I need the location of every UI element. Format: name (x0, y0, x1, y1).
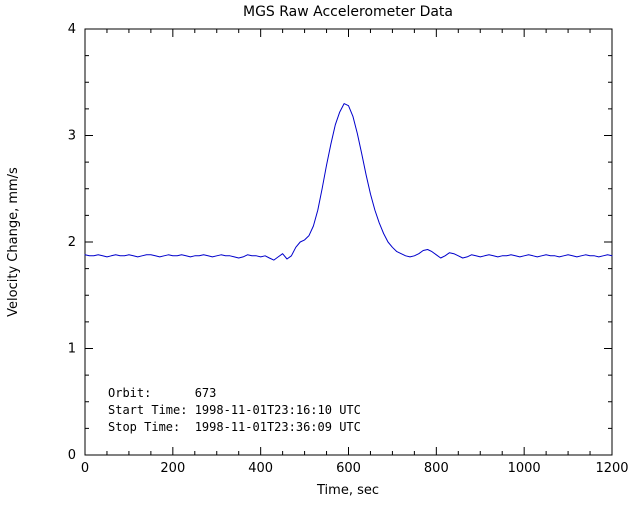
x-tick-label: 1200 (595, 461, 628, 476)
y-tick-label: 1 (68, 342, 76, 357)
x-tick-label: 600 (336, 461, 361, 476)
x-tick-label: 0 (81, 461, 89, 476)
y-tick-label: 4 (68, 22, 76, 37)
x-tick-label: 400 (248, 461, 273, 476)
y-tick-label: 3 (68, 129, 76, 144)
x-axis-title: Time, sec (316, 483, 379, 498)
plot-frame (84, 28, 613, 456)
x-tick-label: 800 (424, 461, 449, 476)
y-tick-label: 0 (68, 448, 76, 463)
annotation-start-time: Start Time: 1998-11-01T23:16:10 UTC (108, 403, 361, 417)
annotation-stop-time: Stop Time: 1998-11-01T23:36:09 UTC (108, 420, 361, 434)
data-line (84, 103, 613, 261)
y-axis-title: Velocity Change, mm/s (6, 167, 21, 317)
y-tick-label: 2 (68, 235, 76, 250)
x-tick-label: 200 (160, 461, 185, 476)
chart-title: MGS Raw Accelerometer Data (243, 4, 453, 20)
annotation-orbit: Orbit: 673 (108, 386, 216, 400)
x-tick-label: 1000 (508, 461, 541, 476)
